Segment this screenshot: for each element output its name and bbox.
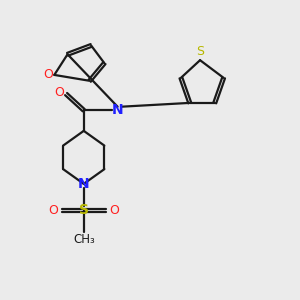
Text: O: O — [43, 68, 53, 81]
Text: N: N — [78, 177, 90, 191]
Text: S: S — [196, 45, 204, 58]
Text: N: N — [112, 103, 123, 117]
Text: S: S — [79, 203, 89, 218]
Text: O: O — [49, 204, 58, 217]
Text: O: O — [109, 204, 119, 217]
Text: CH₃: CH₃ — [73, 233, 94, 246]
Text: O: O — [55, 86, 64, 99]
